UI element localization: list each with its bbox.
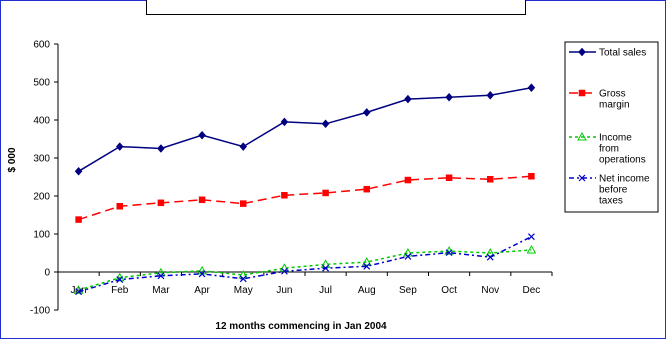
legend-box <box>564 41 659 213</box>
x-tick-label: Oct <box>441 285 457 296</box>
data-point <box>240 200 247 207</box>
legend: Total sales Gross margin Income from operatio… <box>569 48 650 207</box>
series-total-sales <box>74 83 536 176</box>
data-point <box>404 176 412 184</box>
x-tick-label: Nov <box>481 285 499 296</box>
data-point <box>280 267 288 275</box>
x-tick-label: Apr <box>194 285 210 296</box>
data-point <box>485 247 496 257</box>
series-line <box>78 249 532 291</box>
data-point <box>361 257 372 266</box>
y-tick-label: -100 <box>30 306 50 317</box>
legend-item: Total sales <box>569 48 646 59</box>
x-tick-label: Dec <box>523 285 541 296</box>
y-tick-label: 300 <box>33 154 50 165</box>
x-tick-label: Mar <box>152 285 170 296</box>
data-point <box>321 119 330 129</box>
data-point <box>363 262 371 270</box>
data-point <box>280 117 289 127</box>
data-point <box>527 233 535 241</box>
legend-item: Income from operations <box>569 131 646 166</box>
data-point <box>322 264 330 272</box>
series-gross-margin <box>75 172 535 223</box>
data-point <box>281 191 288 199</box>
legend-label: Total sales <box>599 48 646 59</box>
legend-item: Gross margin <box>569 89 630 111</box>
legend-marker <box>577 131 587 141</box>
data-point <box>404 94 412 104</box>
data-point <box>322 189 329 197</box>
series-line <box>78 86 532 172</box>
series-line <box>78 175 532 221</box>
data-point <box>362 108 371 117</box>
data-point <box>115 142 124 151</box>
y-axis-label: $ 000 <box>7 147 18 172</box>
data-point <box>116 276 124 284</box>
data-point <box>239 142 248 151</box>
legend-label: Gross margin <box>599 89 630 111</box>
data-point <box>526 244 537 254</box>
data-point <box>157 199 165 207</box>
y-tick-label: 200 <box>33 192 50 203</box>
y-tick-label: 600 <box>33 40 50 51</box>
series-layer <box>73 83 537 296</box>
data-point <box>74 166 83 176</box>
x-tick-label: Jun <box>276 285 292 296</box>
data-point <box>363 185 370 193</box>
series-net-income-before-taxes <box>75 233 535 296</box>
data-point <box>157 272 165 280</box>
data-point <box>157 144 165 153</box>
data-point <box>445 92 453 102</box>
legend-label: Net income before taxes <box>599 174 650 207</box>
data-point <box>445 174 453 182</box>
axes: -100 0 100 200 300 400 500 600 Jan Feb Mar Apr May Ju… <box>30 40 553 317</box>
y-tick-label: 500 <box>33 78 50 89</box>
data-point <box>527 83 536 93</box>
data-point <box>75 288 83 296</box>
y-tick-label: 100 <box>33 230 50 241</box>
legend-label: Income from operations <box>599 133 646 166</box>
legend-item: Net income before taxes <box>569 174 650 207</box>
legend-marker <box>578 89 586 97</box>
series-line <box>78 235 532 293</box>
data-point <box>528 172 535 180</box>
data-point <box>116 203 123 210</box>
x-tick-label: May <box>234 285 253 296</box>
data-point <box>75 216 82 223</box>
data-point <box>239 275 247 283</box>
x-tick-label: Sep <box>399 285 417 296</box>
y-tick-label: 0 <box>44 268 50 279</box>
x-tick-label: Aug <box>358 285 376 296</box>
data-point <box>404 252 412 260</box>
chart-title-box <box>146 0 526 15</box>
data-point <box>487 176 494 183</box>
data-point <box>445 249 453 257</box>
y-tick-label: 400 <box>33 116 50 127</box>
x-axis-label: 12 months commencing in Jan 2004 <box>215 321 387 332</box>
legend-marker <box>578 47 586 57</box>
data-point <box>198 130 206 140</box>
data-point <box>198 196 206 204</box>
data-point <box>486 253 494 261</box>
legend-marker <box>578 174 586 182</box>
x-tick-label: Feb <box>111 285 129 296</box>
x-tick-label: Jul <box>319 285 332 296</box>
data-point <box>486 90 495 100</box>
x-tick-label: Jan <box>71 285 87 296</box>
data-point <box>198 270 206 278</box>
